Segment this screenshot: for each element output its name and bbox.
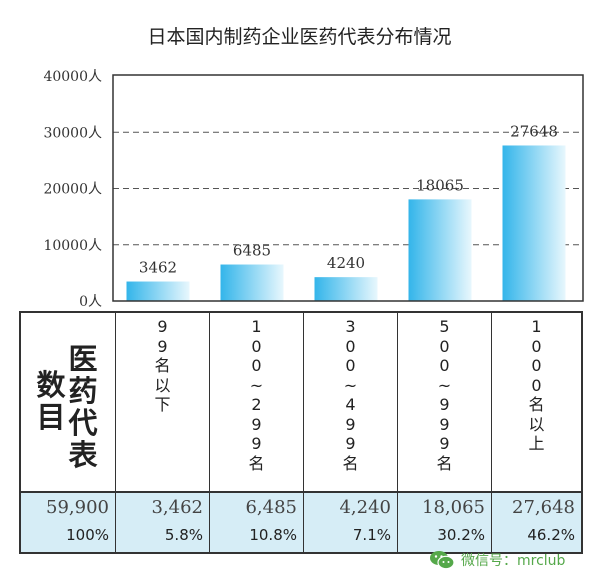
table-data-row: 59,900 100% 3,462 5.8% 6,485 10.8% 4,240… [21, 491, 581, 552]
total-count: 59,900 [46, 497, 109, 518]
column-header-label: 100~299名 [248, 317, 265, 473]
bar-chart: 0人 10000人 20000人 30000人 40000人 3462 6485 4240 1… [43, 69, 584, 310]
bar-4 [408, 199, 472, 301]
percent-value: 5.8% [164, 526, 203, 544]
y-tick-label: 10000人 [43, 238, 102, 254]
distribution-table: 数目 医药代表 99名以下 100~299名 300~499名 500~999名… [19, 311, 583, 554]
bar-5 [502, 145, 566, 301]
data-cell-1: 3,462 5.8% [115, 493, 209, 552]
y-tick-label: 20000人 [43, 182, 102, 198]
percent-value: 30.2% [437, 526, 485, 544]
count-value: 18,065 [422, 497, 485, 518]
count-value: 27,648 [512, 497, 575, 518]
y-tick-label: 40000人 [43, 69, 102, 85]
watermark: 微信号：mrclub [429, 549, 565, 571]
bar-value-label: 3462 [139, 259, 177, 277]
table-row-header: 数目 医药代表 [21, 313, 115, 491]
column-header-5: 1000名以上 [491, 313, 581, 491]
column-header-1: 99名以下 [115, 313, 209, 491]
percent-value: 10.8% [249, 526, 297, 544]
chart-title: 日本国内制药企业医药代表分布情况 [147, 26, 452, 48]
count-value: 4,240 [339, 497, 391, 518]
count-value: 6,485 [245, 497, 297, 518]
bar-1 [126, 281, 190, 301]
watermark-text: 微信号：mrclub [461, 553, 566, 569]
bar-value-label: 27648 [510, 122, 558, 140]
count-value: 3,462 [151, 497, 203, 518]
column-header-4: 500~999名 [397, 313, 491, 491]
y-tick-label: 0人 [79, 294, 102, 310]
column-header-3: 300~499名 [303, 313, 397, 491]
data-cell-4: 18,065 30.2% [397, 493, 491, 552]
column-header-label: 1000名以上 [528, 317, 545, 453]
bar-value-label: 4240 [327, 254, 365, 272]
bar-2 [220, 264, 284, 301]
plot-frame [112, 74, 584, 302]
bar-value-label: 6485 [233, 242, 271, 260]
bar-value-label: 18065 [416, 176, 464, 194]
wechat-icon [430, 551, 455, 570]
data-cell-3: 4,240 7.1% [303, 493, 397, 552]
header-label-count: 数目 [36, 368, 66, 434]
percent-value: 7.1% [352, 526, 391, 544]
data-cell-5: 27,648 46.2% [491, 493, 581, 552]
column-header-2: 100~299名 [209, 313, 303, 491]
column-header-label: 99名以下 [154, 317, 171, 414]
total-cell: 59,900 100% [21, 493, 115, 552]
column-header-label: 500~999名 [436, 317, 453, 473]
total-percent: 100% [66, 526, 109, 544]
column-header-label: 300~499名 [342, 317, 359, 473]
bar-3 [314, 277, 378, 301]
y-tick-label: 30000人 [43, 125, 102, 141]
data-cell-2: 6,485 10.8% [209, 493, 303, 552]
header-label-reps: 医药代表 [68, 342, 98, 472]
percent-value: 46.2% [527, 526, 575, 544]
